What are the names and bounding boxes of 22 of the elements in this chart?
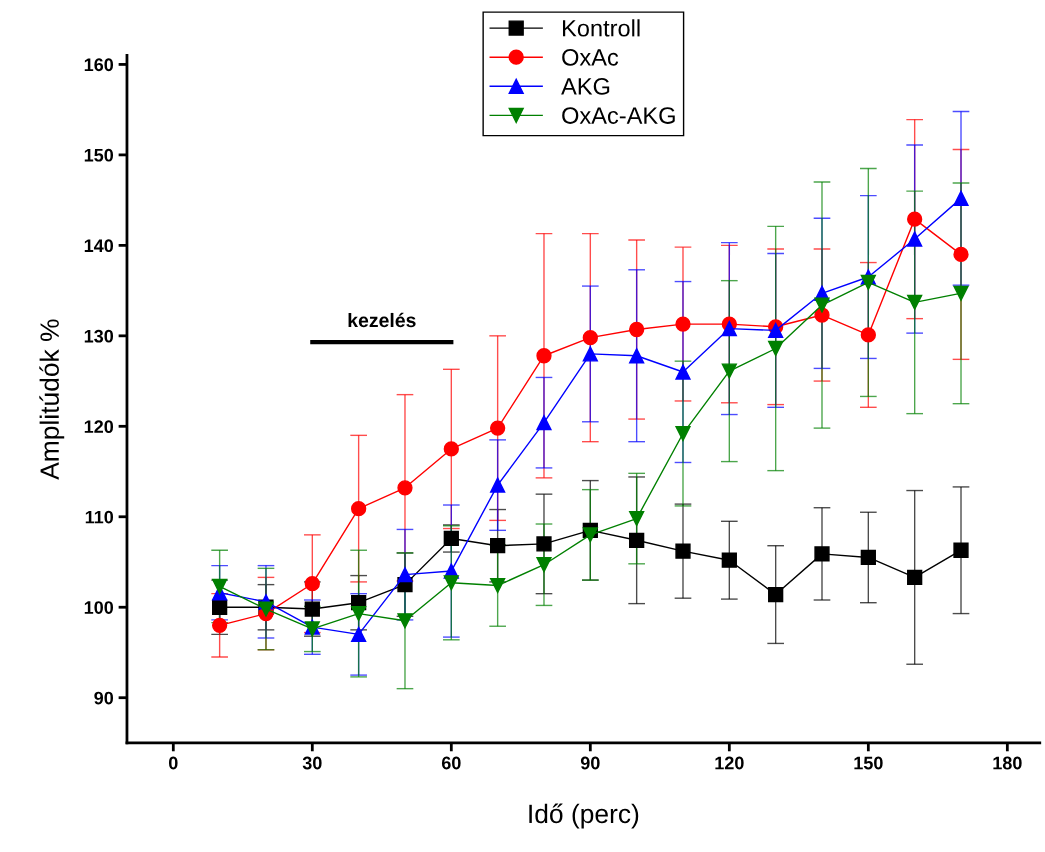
legend-label: AKG [561, 78, 610, 95]
y-tick-label: 110 [85, 510, 114, 524]
y-axis-title: Amplitúdók % [39, 319, 65, 480]
x-tick-label: 90 [580, 756, 600, 770]
legend-label: OxAc [562, 48, 619, 66]
y-tick-label: 160 [84, 58, 114, 72]
y-tick-label: 150 [84, 148, 114, 162]
x-tick-label: 120 [715, 756, 744, 770]
x-axis-title: Idő (perc) [529, 803, 639, 829]
x-tick-label: 180 [993, 756, 1022, 770]
x-tick-label: 150 [854, 756, 883, 770]
y-tick-label: 130 [84, 329, 114, 343]
y-tick-label: 100 [84, 601, 114, 614]
x-tick-label: 60 [441, 756, 461, 770]
y-tick-label: 120 [84, 420, 114, 434]
y-tick-label: 90 [94, 691, 114, 705]
legend-label: OxAc-AKG [562, 107, 675, 124]
annotation: kezelés [348, 312, 416, 328]
legend-label: Kontroll [563, 19, 640, 37]
x-tick-label: 30 [302, 756, 322, 770]
x-tick-label: 0 [169, 756, 178, 770]
y-tick-label: 140 [84, 239, 114, 253]
